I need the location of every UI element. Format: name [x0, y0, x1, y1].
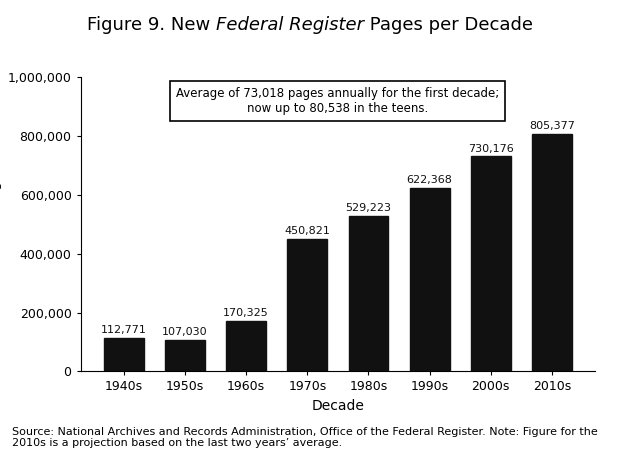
Bar [288, 239, 327, 371]
Text: 450,821: 450,821 [285, 226, 330, 236]
Text: Federal Register: Federal Register [216, 16, 364, 34]
Text: 730,176: 730,176 [468, 144, 513, 154]
Bar [165, 340, 205, 371]
Bar [471, 156, 511, 371]
Text: 622,368: 622,368 [407, 175, 453, 185]
X-axis label: Decade: Decade [311, 399, 365, 413]
Text: 805,377: 805,377 [529, 121, 575, 131]
Bar [104, 338, 144, 371]
Y-axis label: Number of Pages: Number of Pages [0, 165, 2, 284]
Bar [348, 216, 388, 371]
Text: 170,325: 170,325 [223, 308, 269, 318]
Text: Source: National Archives and Records Administration, Office of the Federal Regi: Source: National Archives and Records Ad… [12, 427, 598, 448]
Text: Figure 9. New: Figure 9. New [87, 16, 216, 34]
Bar [532, 135, 572, 371]
Text: 107,030: 107,030 [162, 327, 208, 337]
Text: Average of 73,018 pages annually for the first decade;
now up to 80,538 in the t: Average of 73,018 pages annually for the… [176, 87, 500, 116]
Text: Pages per Decade: Pages per Decade [364, 16, 533, 34]
Text: 112,771: 112,771 [101, 325, 147, 335]
Bar [226, 321, 266, 371]
Text: 529,223: 529,223 [345, 202, 391, 213]
Bar [410, 188, 449, 371]
